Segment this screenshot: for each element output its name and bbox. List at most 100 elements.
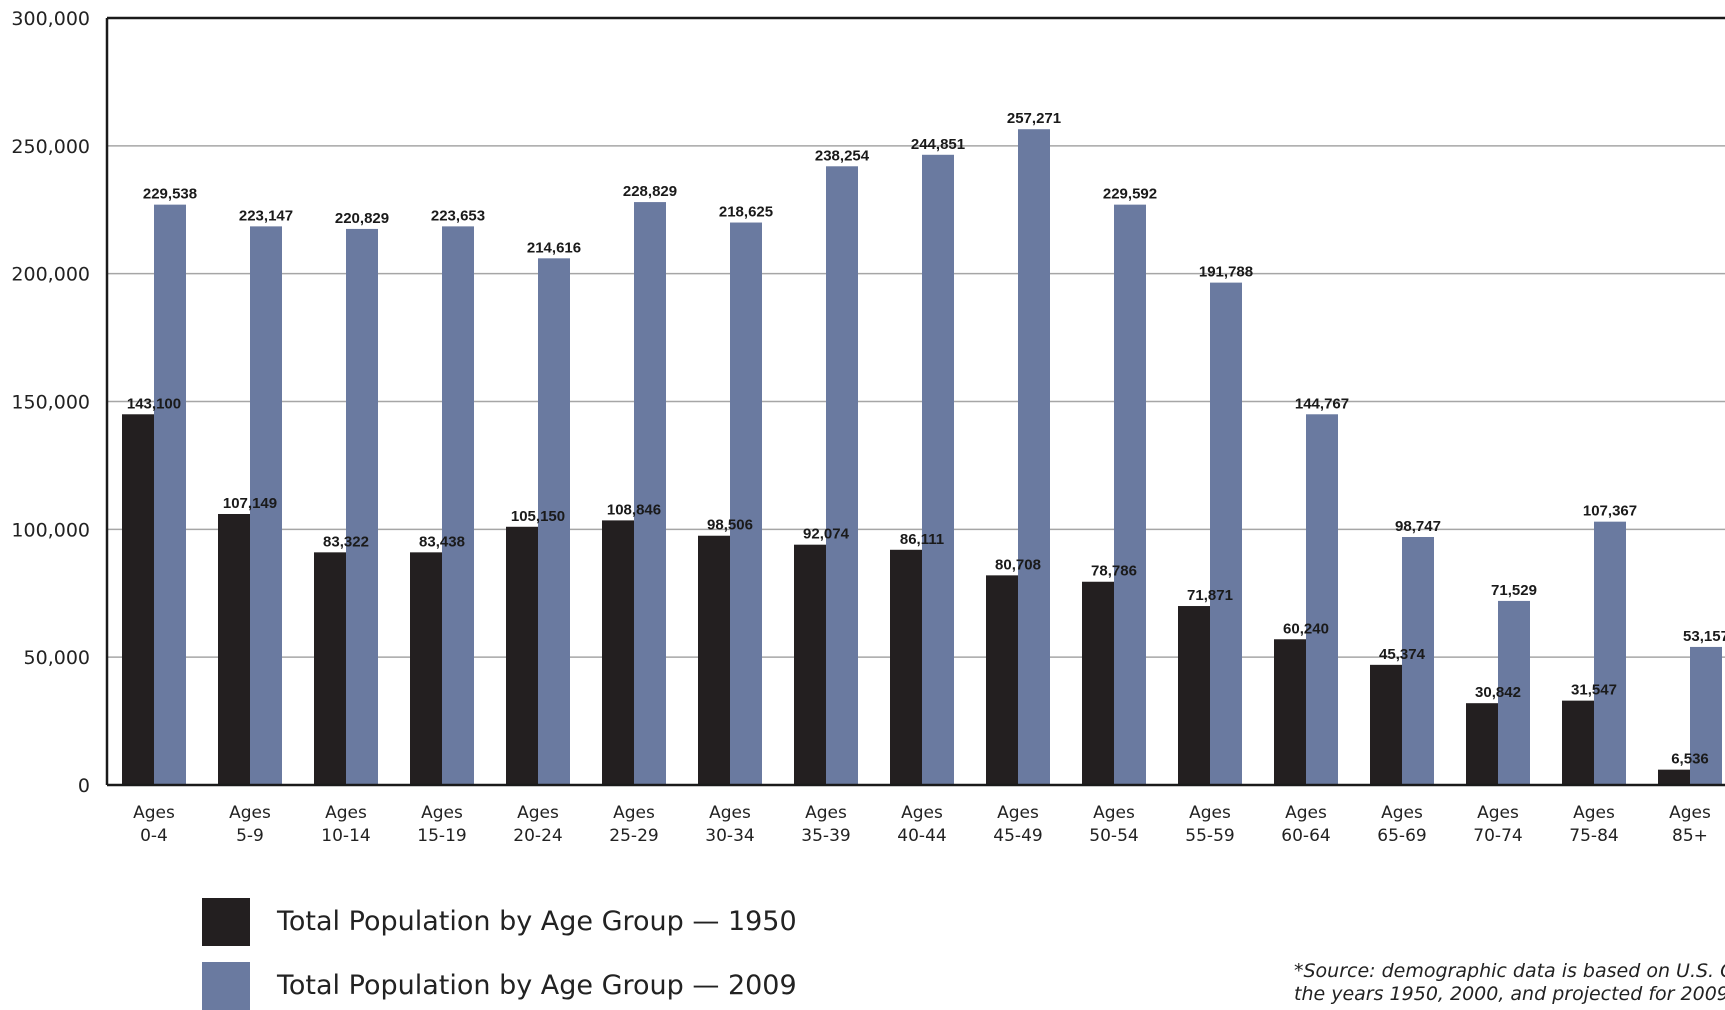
bar-2009: [1498, 600, 1530, 785]
bar-2009: [1594, 521, 1626, 785]
legend-label-1950: Total Population by Age Group — 1950: [277, 906, 797, 937]
bar-1950: [698, 535, 730, 785]
data-label-2009: 220,829: [335, 210, 389, 227]
data-labels: 143,100 229,538 107,149 223,147 83,322 220,82…: [127, 110, 1725, 767]
x-category-label-line-2: 70-74: [1473, 826, 1522, 846]
data-label-2009: 228,829: [623, 183, 677, 200]
bar-2009: [730, 222, 762, 786]
x-category-label-line-1: Ages: [1573, 803, 1615, 823]
data-label-2009: 229,538: [143, 186, 197, 203]
y-tick-label: 250,000: [11, 136, 90, 158]
bar-1950: [506, 526, 538, 785]
bar-1950: [1658, 769, 1690, 785]
bar-1950: [122, 414, 154, 785]
data-label-2009: 144,767: [1295, 395, 1349, 412]
x-category-label-line-2: 45-49: [993, 826, 1042, 846]
data-label-1950: 108,846: [607, 501, 661, 518]
axes: [105, 16, 1725, 787]
data-label-2009: 107,367: [1583, 503, 1637, 520]
x-category-label-line-2: 40-44: [897, 826, 946, 846]
data-label-2009: 257,271: [1007, 110, 1061, 127]
data-label-1950: 83,322: [323, 533, 369, 550]
x-category-label-line-1: Ages: [1285, 803, 1327, 823]
x-category-label-line-1: Ages: [613, 803, 655, 823]
legend-swatch-1950: [202, 898, 250, 946]
x-category-label-line-1: Ages: [133, 803, 175, 823]
bar-2009: [1114, 204, 1146, 786]
data-label-2009: 218,625: [719, 204, 773, 221]
data-label-1950: 80,708: [995, 556, 1041, 573]
bar-2009: [1402, 537, 1434, 785]
data-label-1950: 78,786: [1091, 563, 1137, 580]
x-category-label-line-1: Ages: [517, 803, 559, 823]
y-tick-label: 100,000: [11, 519, 90, 541]
data-label-1950: 107,149: [223, 495, 277, 512]
data-label-1950: 71,871: [1187, 587, 1233, 604]
bar-2009: [922, 154, 954, 785]
y-tick-label: 300,000: [11, 8, 90, 30]
x-category-label-line-1: Ages: [997, 803, 1039, 823]
x-axis-category-labels: Ages 0-4 Ages 5-9 Ages 10-14 Ages 15-19 Ages 20-2…: [133, 803, 1711, 846]
x-category-label-line-1: Ages: [1189, 803, 1231, 823]
data-label-1950: 83,438: [419, 533, 465, 550]
bar-1950: [890, 549, 922, 785]
data-label-2009: 214,616: [527, 239, 581, 256]
legend-label-2009: Total Population by Age Group — 2009: [277, 970, 797, 1001]
bar-1950: [314, 552, 346, 785]
bars: [122, 129, 1722, 786]
data-label-1950: 98,506: [707, 517, 753, 534]
x-category-label-line-2: 85+: [1672, 826, 1708, 846]
bar-2009: [1210, 282, 1242, 785]
x-category-label-line-2: 10-14: [321, 826, 370, 846]
bar-1950: [1370, 664, 1402, 785]
data-label-1950: 92,074: [803, 526, 850, 543]
data-label-2009: 71,529: [1491, 582, 1537, 599]
bar-2009: [154, 204, 186, 786]
bar-2009: [538, 258, 570, 785]
x-category-label-line-2: 35-39: [801, 826, 850, 846]
x-category-label-line-2: 20-24: [513, 826, 562, 846]
data-label-2009: 223,653: [431, 207, 485, 224]
bar-2009: [442, 226, 474, 785]
bar-1950: [1562, 700, 1594, 785]
x-category-label-line-2: 5-9: [236, 826, 264, 846]
x-category-label-line-2: 60-64: [1281, 826, 1330, 846]
x-category-label-line-2: 75-84: [1569, 826, 1618, 846]
source-note: *Source: demographic data is based on U.…: [1294, 960, 1725, 1006]
x-category-label-line-1: Ages: [1669, 803, 1711, 823]
data-label-1950: 31,547: [1571, 682, 1617, 699]
bar-1950: [1274, 639, 1306, 785]
data-label-2009: 223,147: [239, 207, 293, 224]
data-label-1950: 143,100: [127, 395, 181, 412]
x-category-label-line-1: Ages: [901, 803, 943, 823]
bar-1950: [1082, 581, 1114, 785]
data-label-2009: 238,254: [815, 147, 870, 164]
source-note-line-2: the years 1950, 2000, and projected for …: [1294, 983, 1725, 1005]
y-tick-label: 150,000: [11, 392, 90, 414]
bar-1950: [1466, 703, 1498, 785]
data-label-2009: 229,592: [1103, 186, 1157, 203]
bar-1950: [1178, 606, 1210, 785]
bar-1950: [794, 544, 826, 785]
bar-2009: [1018, 129, 1050, 786]
y-tick-label: 50,000: [24, 647, 90, 669]
x-category-label-line-2: 25-29: [609, 826, 658, 846]
data-label-1950: 60,240: [1283, 620, 1329, 637]
data-label-1950: 45,374: [1379, 646, 1426, 663]
x-category-label-line-2: 15-19: [417, 826, 466, 846]
data-label-2009: 53,157: [1683, 628, 1725, 645]
data-label-1950: 30,842: [1475, 684, 1521, 701]
x-category-label-line-2: 65-69: [1377, 826, 1426, 846]
bar-2009: [1690, 646, 1722, 785]
x-category-label-line-1: Ages: [1381, 803, 1423, 823]
data-label-2009: 98,747: [1395, 518, 1441, 535]
data-label-1950: 105,150: [511, 508, 565, 525]
source-note-line-1: *Source: demographic data is based on U.…: [1294, 960, 1725, 982]
bar-2009: [826, 166, 858, 785]
bar-2009: [250, 226, 282, 785]
x-category-label-line-1: Ages: [709, 803, 751, 823]
x-category-label-line-2: 30-34: [705, 826, 754, 846]
data-label-2009: 191,788: [1199, 264, 1253, 281]
bar-1950: [602, 520, 634, 785]
